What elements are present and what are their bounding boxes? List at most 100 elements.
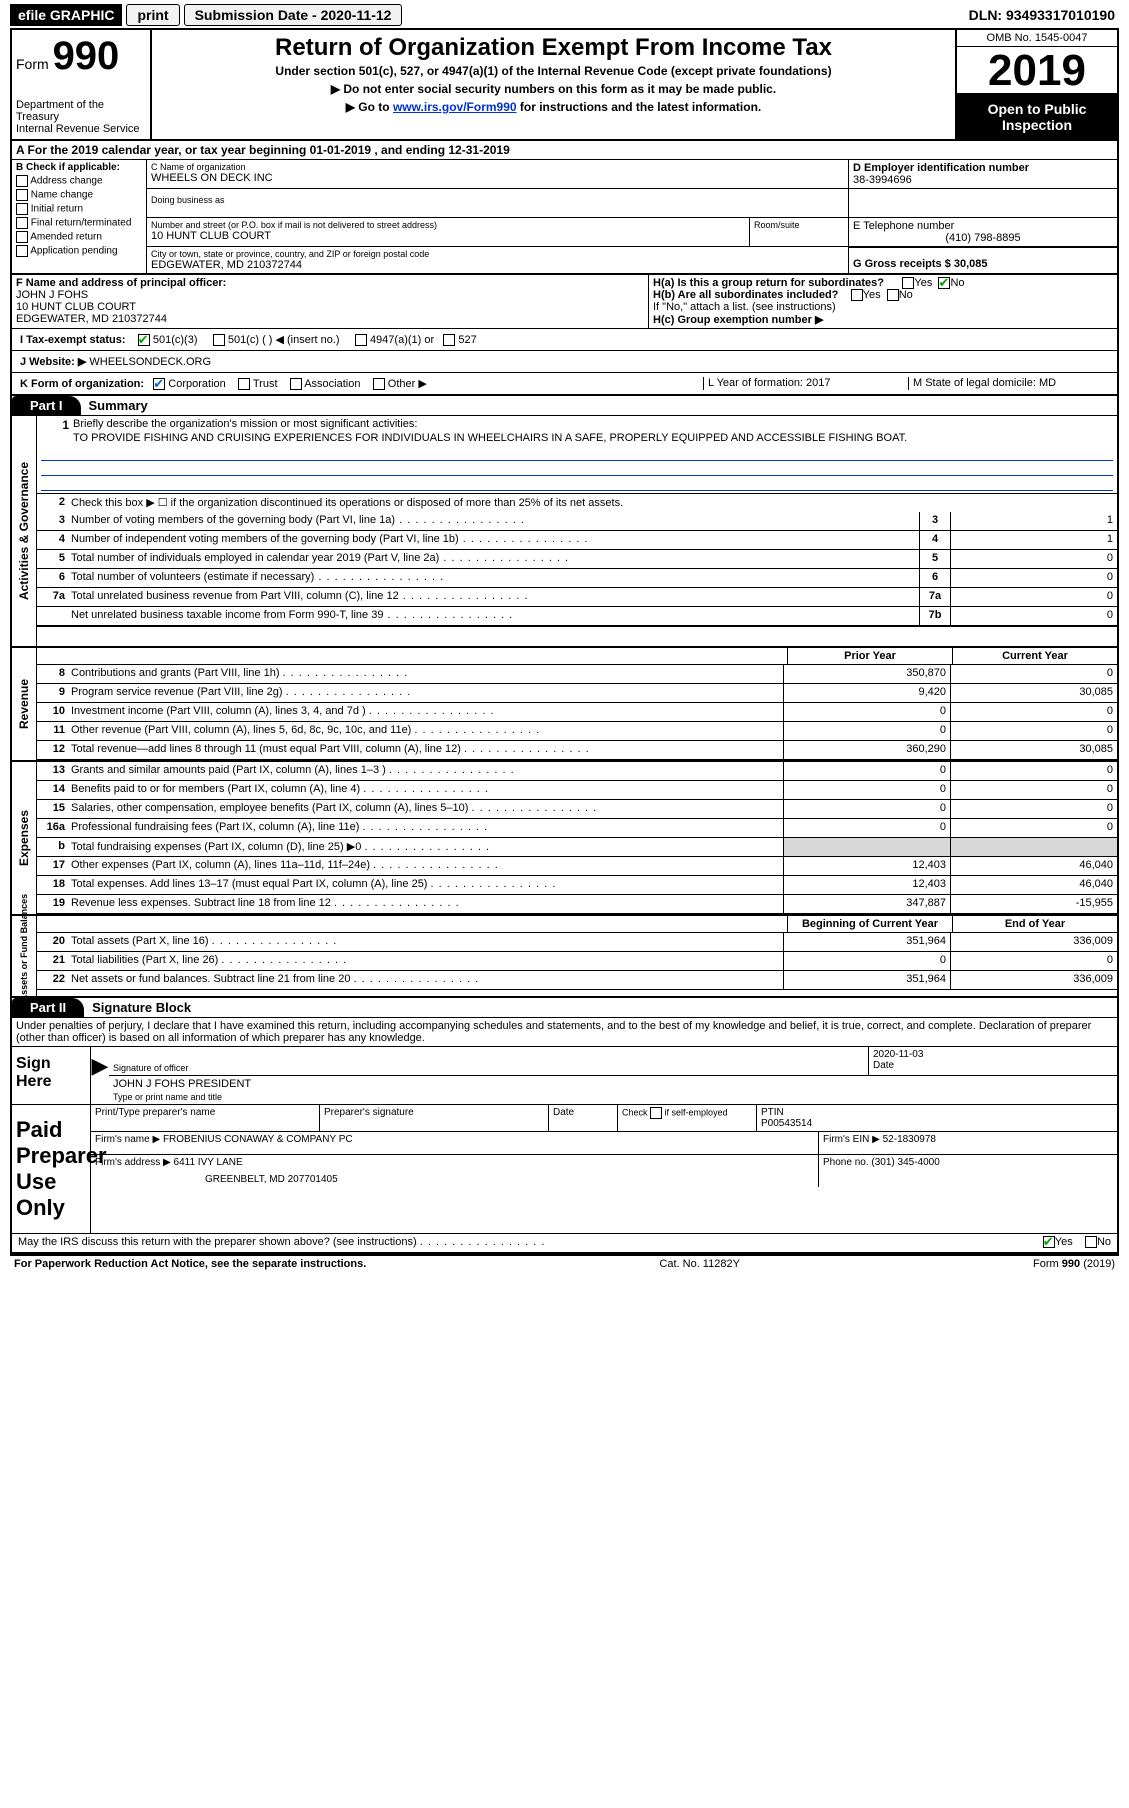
discuss-no: No — [1097, 1236, 1111, 1248]
label-l: L Year of formation: 2017 — [703, 377, 908, 390]
check-assoc[interactable] — [290, 378, 302, 390]
discuss-yes-check[interactable] — [1043, 1236, 1055, 1248]
side-activities: Activities & Governance — [17, 462, 31, 600]
check-pending[interactable] — [16, 245, 28, 257]
officer-print-name: JOHN J FOHS PRESIDENT — [113, 1078, 1113, 1092]
discuss-no-check[interactable] — [1085, 1236, 1097, 1248]
firm-addr-1: 6411 IVY LANE — [174, 1157, 243, 1168]
mission-text: TO PROVIDE FISHING AND CRUISING EXPERIEN… — [73, 430, 907, 446]
lbl-final: Final return/terminated — [31, 218, 132, 229]
check-final[interactable] — [16, 217, 28, 229]
ha-yes-lbl: Yes — [914, 277, 932, 289]
row-num: 5 — [37, 550, 69, 568]
row-current: 30,085 — [950, 741, 1117, 759]
row-num: 16a — [37, 819, 69, 837]
org-name: WHEELS ON DECK INC — [151, 172, 844, 184]
row-prior: 350,870 — [783, 665, 950, 683]
ha-yes-check[interactable] — [902, 277, 914, 289]
check-4947[interactable] — [355, 334, 367, 346]
row-box: 7b — [919, 607, 950, 625]
officer-name: JOHN J FOHS — [16, 289, 644, 301]
officer-row: F Name and address of principal officer:… — [12, 275, 1117, 329]
officer-print-label: Type or print name and title — [113, 1092, 1113, 1102]
row-current: 0 — [950, 665, 1117, 683]
form990-link[interactable]: www.irs.gov/Form990 — [393, 100, 517, 114]
row-prior: 360,290 — [783, 741, 950, 759]
label-room: Room/suite — [754, 220, 844, 230]
row-prior: 0 — [783, 952, 950, 970]
hb-yes-check[interactable] — [851, 289, 863, 301]
header-right: OMB No. 1545-0047 2019 Open to Public In… — [955, 30, 1117, 139]
summary-row: 15Salaries, other compensation, employee… — [37, 800, 1117, 819]
phone-value: (410) 798-8895 — [853, 232, 1113, 244]
row-num: 17 — [37, 857, 69, 875]
col-cde: C Name of organization WHEELS ON DECK IN… — [147, 160, 1117, 273]
ein-value: 38-3994696 — [853, 174, 1113, 186]
row-num: b — [37, 838, 69, 856]
lbl-assoc: Association — [304, 378, 360, 390]
hb-no-check[interactable] — [887, 289, 899, 301]
check-name[interactable] — [16, 189, 28, 201]
check-self-employed[interactable] — [650, 1107, 662, 1119]
lbl-name: Name change — [31, 190, 93, 201]
row-box: 3 — [919, 512, 950, 530]
check-corp[interactable] — [153, 378, 165, 390]
row-desc: Professional fundraising fees (Part IX, … — [69, 819, 783, 837]
check-address[interactable] — [16, 175, 28, 187]
row-desc: Net assets or fund balances. Subtract li… — [69, 971, 783, 989]
section-revenue: Revenue Prior Year Current Year 8Contrib… — [12, 648, 1117, 760]
part2-header: Part II Signature Block — [12, 998, 1117, 1018]
row-current: 0 — [950, 722, 1117, 740]
row-desc: Total unrelated business revenue from Pa… — [69, 588, 919, 606]
row-desc: Other revenue (Part VIII, column (A), li… — [69, 722, 783, 740]
section-expenses: Expenses 13Grants and similar amounts pa… — [12, 760, 1117, 914]
check-other[interactable] — [373, 378, 385, 390]
row-num: 11 — [37, 722, 69, 740]
row-num: 7a — [37, 588, 69, 606]
prep-sig-h: Preparer's signature — [320, 1105, 549, 1131]
hb-yes-lbl: Yes — [863, 289, 881, 301]
header-left: Form 990 Department of the Treasury Inte… — [12, 30, 152, 139]
ptin-value: P00543514 — [761, 1118, 1113, 1129]
firm-addr-label: Firm's address ▶ — [95, 1157, 171, 1168]
form-title: Return of Organization Exempt From Incom… — [160, 34, 947, 62]
row-prior: 0 — [783, 762, 950, 780]
gov-row: 5Total number of individuals employed in… — [37, 550, 1117, 569]
check-527[interactable] — [443, 334, 455, 346]
sign-arrow-icon: ▶ — [91, 1047, 109, 1104]
omb-number: OMB No. 1545-0047 — [957, 30, 1117, 47]
check-trust[interactable] — [238, 378, 250, 390]
summary-row: 11Other revenue (Part VIII, column (A), … — [37, 722, 1117, 741]
website-row: J Website: ▶ WHEELSONDECK.ORG — [12, 351, 1117, 373]
check-501c[interactable] — [213, 334, 225, 346]
row-desc: Total number of volunteers (estimate if … — [69, 569, 919, 587]
row-num: 9 — [37, 684, 69, 702]
irs-label: Internal Revenue Service — [16, 123, 146, 135]
print-button[interactable]: print — [126, 4, 179, 26]
part2-title: Signature Block — [84, 1000, 191, 1015]
open-public-1: Open to Public — [959, 101, 1115, 117]
gov-row: 7aTotal unrelated business revenue from … — [37, 588, 1117, 607]
label-m: M State of legal domicile: MD — [908, 377, 1113, 390]
summary-row: 12Total revenue—add lines 8 through 11 (… — [37, 741, 1117, 760]
check-amended[interactable] — [16, 231, 28, 243]
firm-phone-label: Phone no. — [823, 1157, 869, 1168]
side-netassets: Net Assets or Fund Balances — [19, 894, 29, 1018]
check-initial[interactable] — [16, 203, 28, 215]
row-num: 4 — [37, 531, 69, 549]
goto-pre: ▶ Go to — [346, 100, 393, 114]
row-desc: Number of independent voting members of … — [69, 531, 919, 549]
row-desc: Revenue less expenses. Subtract line 18 … — [69, 895, 783, 913]
paid-preparer-label: Paid Preparer Use Only — [12, 1105, 91, 1233]
side-revenue: Revenue — [17, 679, 31, 729]
firm-name-value: FROBENIUS CONAWAY & COMPANY PC — [163, 1134, 353, 1145]
row-current: 336,009 — [950, 933, 1117, 951]
firm-phone-value: (301) 345-4000 — [871, 1157, 939, 1168]
part1-tab: Part I — [12, 396, 81, 415]
ha-no-check[interactable] — [938, 277, 950, 289]
row-prior: 9,420 — [783, 684, 950, 702]
label-street: Number and street (or P.O. box if mail i… — [151, 220, 745, 230]
row-num: 12 — [37, 741, 69, 759]
submission-date-button[interactable]: Submission Date - 2020-11-12 — [184, 4, 403, 26]
check-501c3[interactable] — [138, 334, 150, 346]
